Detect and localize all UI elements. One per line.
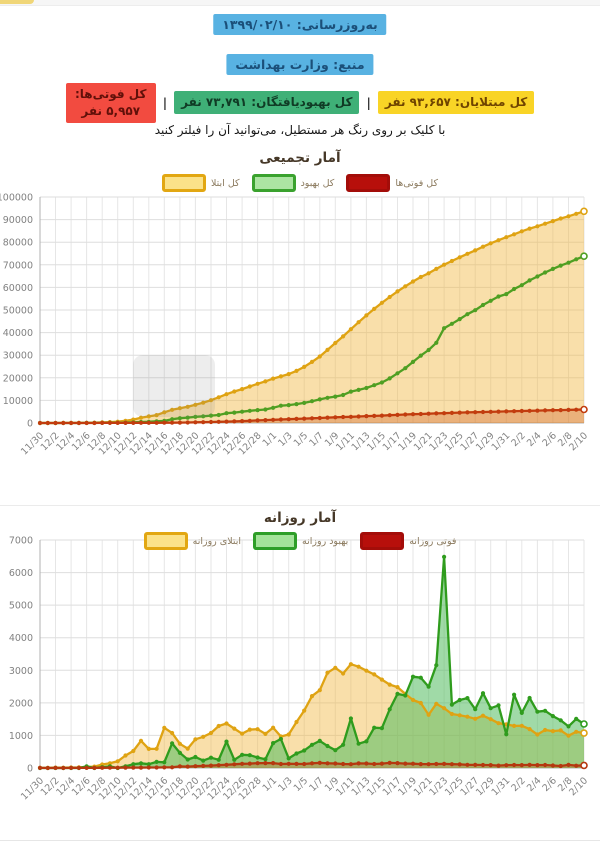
svg-text:20000: 20000 (3, 373, 33, 384)
svg-text:7000: 7000 (9, 536, 33, 547)
watermark-blob (133, 355, 215, 417)
legend-label-total-deaths: کل فوتی‌ها (395, 177, 438, 189)
source-badge: منبع: وزارت بهداشت (226, 54, 374, 75)
legend-item-daily-cases[interactable]: ابتلای روزانه (143, 532, 242, 550)
svg-text:100000: 100000 (0, 193, 33, 204)
svg-text:1000: 1000 (9, 731, 33, 742)
separator: | (162, 95, 168, 110)
daily-deaths-swatch-icon (360, 532, 405, 550)
svg-text:0: 0 (27, 764, 33, 775)
totals-row: کل مبتلایان: ۹۳,۶۵۷ نفر | کل بهبودیافتگا… (0, 83, 600, 123)
filter-instruction: با کلیک بر روی رنگ هر مستطیل، می‌توانید … (154, 123, 446, 137)
svg-text:2000: 2000 (9, 698, 33, 709)
svg-text:70000: 70000 (3, 260, 33, 271)
svg-text:5000: 5000 (9, 601, 33, 612)
daily-chart-card: 11/30 12/2 12/4 12/6 12/8 12/10 12/12 12/14 12/1… (0, 505, 600, 841)
daily-cases-swatch-icon (143, 532, 188, 550)
cumulative-chart-legend: کل ابتلا کل بهبود کل فوتی‌ها (0, 174, 600, 192)
total-cases-badge[interactable]: کل مبتلایان: ۹۳,۶۵۷ نفر (377, 91, 535, 115)
svg-text:10000: 10000 (3, 396, 33, 407)
svg-text:90000: 90000 (3, 215, 33, 226)
svg-text:50000: 50000 (3, 306, 33, 317)
legend-label-daily-cases: ابتلای روزانه (192, 535, 242, 547)
cumulative-chart-plot[interactable]: 11/3012/212/412/612/812/1012/1212/1412/1… (0, 147, 600, 470)
svg-text:3000: 3000 (9, 666, 33, 677)
svg-text:0: 0 (27, 419, 33, 430)
total-recovered-badge[interactable]: کل بهبودیافتگان: ۷۳,۷۹۱ نفر (174, 91, 360, 115)
daily-chart-plot[interactable]: 11/3012/212/412/612/812/1012/1212/1412/1… (0, 506, 600, 840)
legend-label-total-cases: کل ابتلا (211, 177, 240, 189)
svg-text:60000: 60000 (3, 283, 33, 294)
daily-chart-legend: ابتلای روزانه بهبود روزانه فوتی روزانه (0, 532, 600, 550)
legend-item-daily-deaths[interactable]: فوتی روزانه (360, 532, 456, 550)
daily-chart-title: آمار روزانه (263, 510, 337, 526)
daily-recovered-swatch-icon (253, 532, 298, 550)
separator: | (366, 95, 371, 110)
legend-label-daily-recovered: بهبود روزانه (302, 535, 349, 547)
total-recovered-swatch-icon (251, 174, 296, 192)
svg-text:80000: 80000 (3, 238, 33, 249)
legend-item-total-cases[interactable]: کل ابتلا (162, 174, 240, 192)
top-left-sliver (0, 0, 34, 4)
svg-text:2/10: 2/10 (567, 430, 590, 453)
legend-label-total-recovered: کل بهبود (300, 177, 335, 189)
total-deaths-swatch-icon (346, 174, 391, 192)
svg-text:40000: 40000 (3, 328, 33, 339)
legend-item-total-deaths[interactable]: کل فوتی‌ها (346, 174, 438, 192)
cumulative-chart-title: آمار تجمیعی (259, 150, 341, 166)
legend-label-daily-deaths: فوتی روزانه (409, 535, 457, 547)
legend-item-total-recovered[interactable]: کل بهبود (251, 174, 335, 192)
legend-item-daily-recovered[interactable]: بهبود روزانه (253, 532, 348, 550)
update-date-badge: به‌روزرسانی: ۱۳۹۹/۰۲/۱۰ (213, 14, 387, 35)
total-deaths-badge[interactable]: کل فوتی‌ها: ۵,۹۵۷ نفر (65, 83, 156, 123)
svg-text:30000: 30000 (3, 351, 33, 362)
total-cases-swatch-icon (162, 174, 206, 192)
svg-text:2/10: 2/10 (567, 775, 590, 798)
top-strip (0, 0, 600, 6)
cumulative-chart-card: 11/30 12/2 12/4 12/6 12/8 12/10 12/12 12/14 12/1… (0, 147, 600, 470)
svg-text:6000: 6000 (9, 568, 33, 579)
svg-text:4000: 4000 (9, 633, 33, 644)
